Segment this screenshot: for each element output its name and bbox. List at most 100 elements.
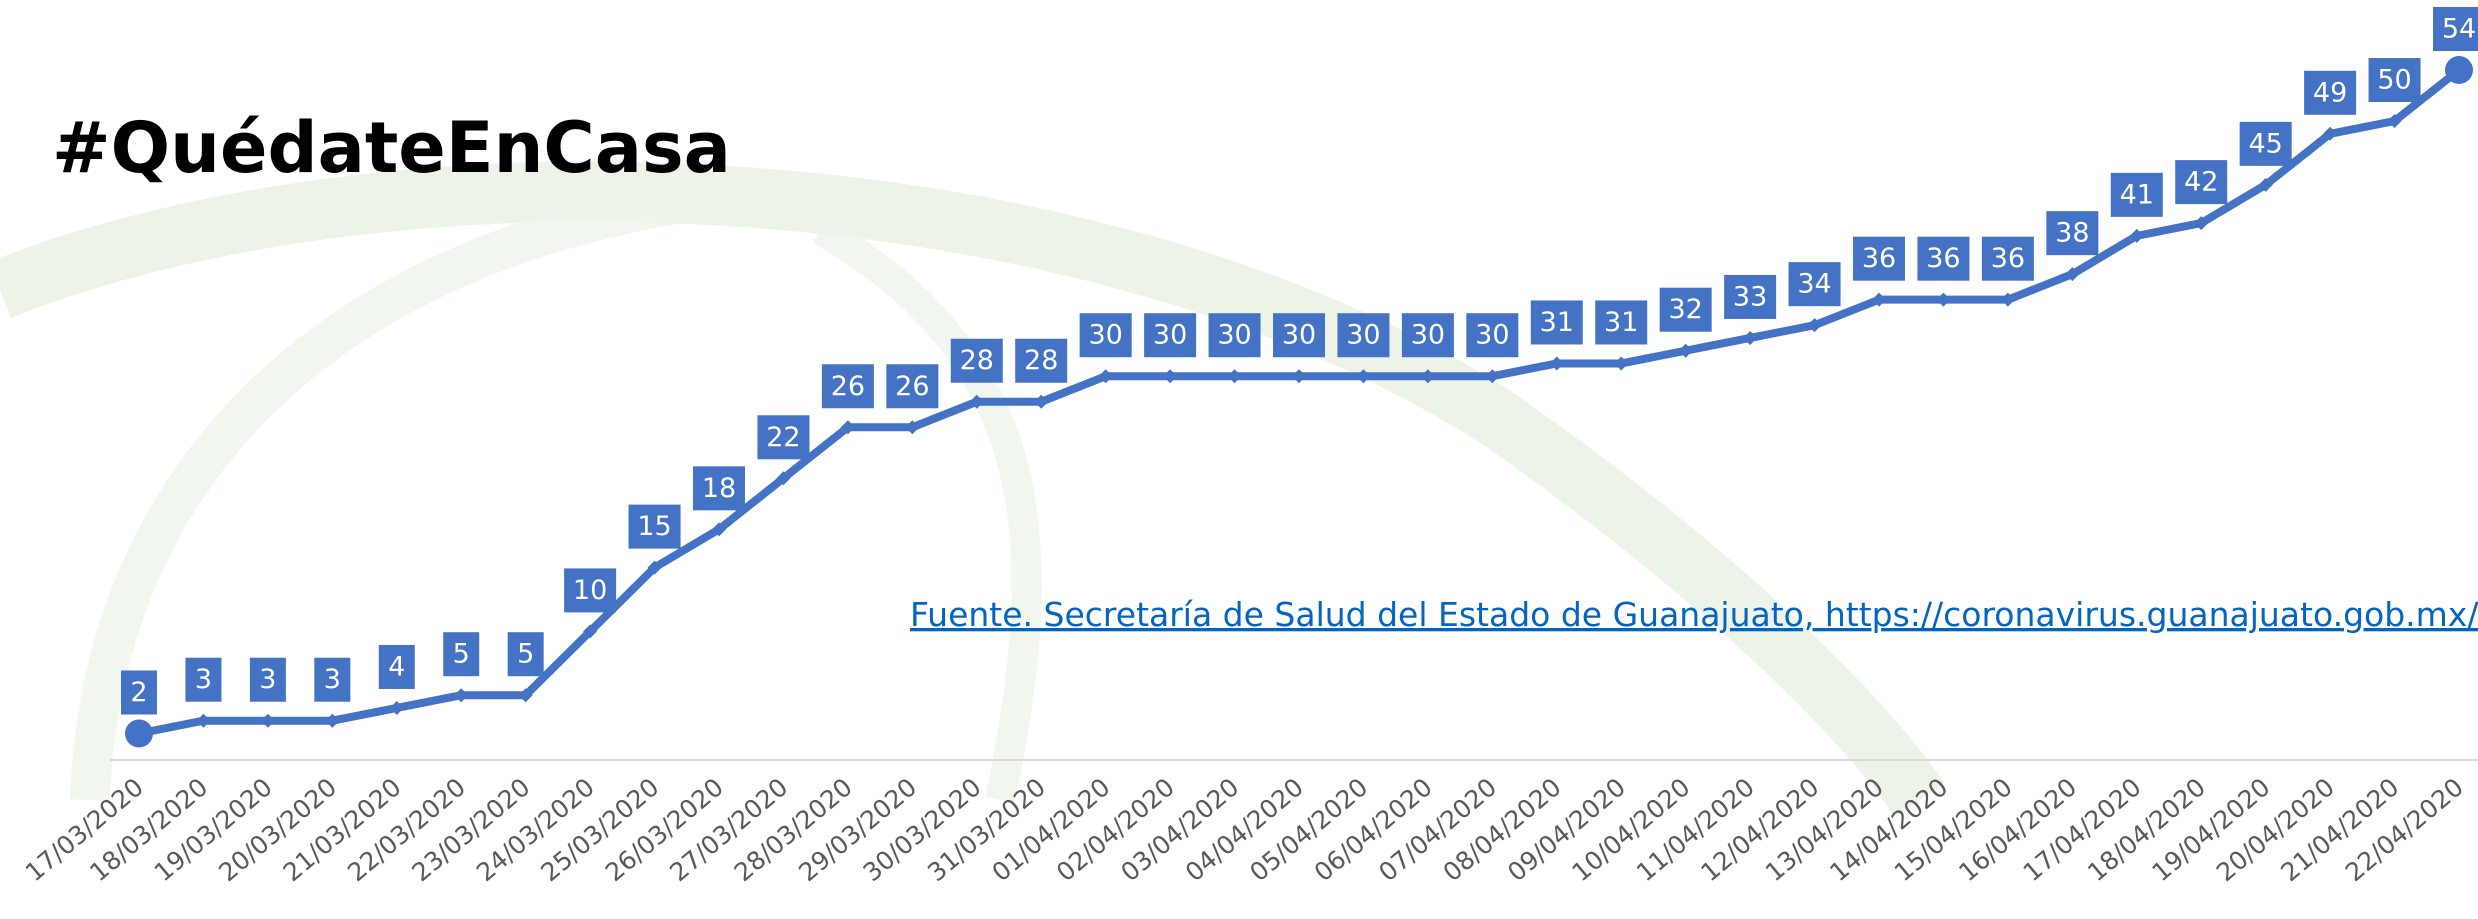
data-label: 49	[2313, 77, 2347, 108]
marker	[1807, 318, 1822, 333]
data-label: 38	[2055, 218, 2089, 249]
label-box	[1788, 262, 1841, 307]
label-box	[757, 415, 810, 460]
swoosh	[70, 180, 703, 801]
label-box	[950, 338, 1003, 383]
data-label: 32	[1668, 294, 1702, 325]
marker	[2194, 216, 2209, 231]
marker	[583, 624, 598, 639]
label-box	[1208, 313, 1261, 358]
label-box	[2368, 58, 2421, 103]
data-label: 30	[1411, 320, 1445, 351]
label-box	[1853, 236, 1905, 281]
background-swoosh	[0, 161, 1945, 818]
data-label: 10	[573, 575, 607, 606]
marker	[2129, 228, 2144, 243]
data-label: 30	[1475, 320, 1509, 351]
data-label: 22	[766, 422, 800, 453]
label-box	[1530, 300, 1583, 345]
marker	[1034, 394, 1049, 409]
label-box	[507, 632, 544, 677]
marker	[776, 471, 791, 486]
swoosh	[0, 161, 1945, 818]
marker	[1936, 292, 1951, 307]
data-label: 31	[1604, 307, 1638, 338]
marker	[712, 522, 726, 537]
label-box	[564, 568, 617, 613]
data-label: 26	[831, 371, 865, 402]
data-label: 30	[1346, 320, 1380, 351]
marker	[1292, 369, 1306, 384]
marker	[454, 688, 469, 703]
data-label: 3	[195, 664, 212, 695]
label-box	[2110, 172, 2163, 217]
label-box	[249, 657, 286, 702]
marker	[2445, 56, 2473, 84]
marker	[1163, 369, 1178, 384]
data-label: 33	[1733, 281, 1767, 312]
data-label: 30	[1153, 320, 1187, 351]
label-box	[1466, 313, 1519, 358]
label-box	[2175, 160, 2228, 205]
label-box	[1144, 313, 1197, 358]
label-box	[443, 632, 480, 677]
marker	[1420, 369, 1435, 384]
data-label: 30	[1217, 320, 1251, 351]
label-box	[821, 364, 874, 409]
data-label: 3	[324, 664, 341, 695]
marker	[1678, 343, 1693, 358]
data-label: 5	[453, 639, 470, 670]
label-box	[1015, 338, 1068, 383]
data-label: 41	[2120, 179, 2154, 210]
data-label: 31	[1540, 307, 1574, 338]
data-label: 50	[2377, 65, 2411, 96]
label-box	[2046, 211, 2099, 256]
marker	[1872, 292, 1886, 307]
data-label: 36	[1862, 243, 1896, 274]
marker	[2065, 267, 2080, 282]
marker	[1098, 369, 1113, 384]
marker	[969, 394, 984, 409]
data-label: 42	[2184, 167, 2218, 198]
marker	[647, 560, 662, 575]
chart-title: #QuédateEnCasa	[52, 107, 731, 189]
data-label: 45	[2248, 128, 2282, 159]
label-box	[1079, 313, 1132, 358]
label-box	[378, 644, 415, 689]
label-box	[628, 504, 681, 549]
data-label: 54	[2442, 14, 2476, 45]
marker	[196, 713, 211, 728]
data-label: 28	[1024, 345, 1058, 376]
data-label: 15	[637, 511, 671, 542]
marker	[389, 700, 404, 715]
data-label: 3	[259, 664, 276, 695]
data-label: 26	[895, 371, 929, 402]
swoosh	[812, 216, 1042, 804]
data-label: 4	[388, 651, 405, 682]
label-box	[314, 657, 351, 702]
data-label: 30	[1282, 320, 1316, 351]
marker	[1227, 369, 1242, 384]
marker	[840, 420, 855, 435]
marker	[1356, 369, 1371, 384]
data-label: 2	[130, 677, 147, 708]
marker	[905, 420, 920, 435]
label-box	[1917, 236, 1970, 281]
label-box	[1337, 313, 1390, 358]
marker	[2387, 114, 2402, 129]
marker	[518, 688, 533, 703]
marker	[325, 713, 340, 728]
source-link[interactable]: Fuente. Secretaría de Salud del Estado d…	[910, 595, 2478, 634]
label-box	[1273, 313, 1325, 358]
data-label: 28	[960, 345, 994, 376]
label-box	[1595, 300, 1648, 345]
data-label: 34	[1797, 269, 1831, 300]
label-box	[886, 364, 939, 409]
marker	[2323, 126, 2338, 141]
data-label: 36	[1991, 243, 2025, 274]
marker	[260, 713, 275, 728]
label-box	[121, 670, 157, 715]
data-label: 30	[1088, 320, 1122, 351]
